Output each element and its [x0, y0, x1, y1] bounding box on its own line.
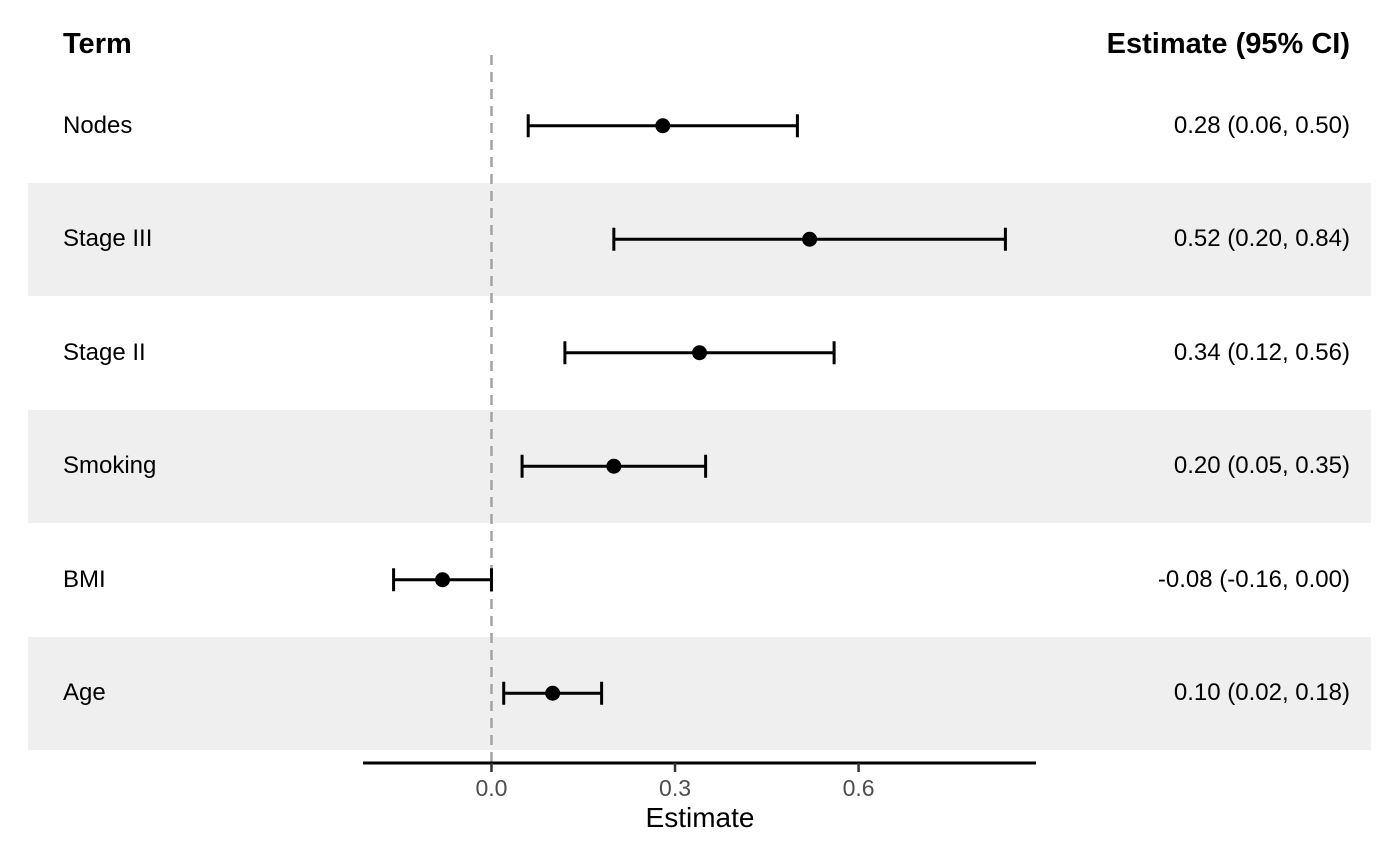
table-row-stage-ii: Stage II 0.34 (0.12, 0.56) [28, 296, 1371, 410]
column-headers: Term Estimate (95% CI) [28, 25, 1371, 63]
estimate-ci-value: -0.08 (-0.16, 0.00) [1157, 565, 1350, 593]
table-row-nodes: Nodes 0.28 (0.06, 0.50) [28, 69, 1371, 183]
term-label: Stage II [63, 338, 146, 366]
table-row-age: Age 0.10 (0.02, 0.18) [28, 636, 1371, 750]
term-label: Stage III [63, 225, 153, 253]
estimate-ci-value: 0.52 (0.20, 0.84) [1173, 225, 1350, 253]
rows-container: Nodes 0.28 (0.06, 0.50) Stage III 0.52 (… [28, 69, 1371, 750]
x-axis-tick-label: 0.3 [659, 775, 691, 801]
column-header-estimate: Estimate (95% CI) [1106, 27, 1350, 60]
estimate-ci-value: 0.28 (0.06, 0.50) [1173, 111, 1350, 139]
term-label: Smoking [63, 452, 157, 480]
estimate-ci-value: 0.34 (0.12, 0.56) [1173, 338, 1350, 366]
term-label: Age [63, 679, 106, 707]
x-axis-title: Estimate [645, 802, 755, 833]
column-header-term: Term [63, 27, 132, 60]
estimate-ci-value: 0.20 (0.05, 0.35) [1173, 452, 1350, 480]
table-row-bmi: BMI -0.08 (-0.16, 0.00) [28, 523, 1371, 637]
estimate-ci-value: 0.10 (0.02, 0.18) [1173, 679, 1350, 707]
table-row-smoking: Smoking 0.20 (0.05, 0.35) [28, 409, 1371, 523]
term-label: BMI [63, 565, 106, 593]
x-axis-tick-label: 0.0 [475, 775, 507, 801]
term-label: Nodes [63, 111, 133, 139]
table-row-stage-iii: Stage III 0.52 (0.20, 0.84) [28, 182, 1371, 296]
x-axis-tick-label: 0.6 [843, 775, 875, 801]
